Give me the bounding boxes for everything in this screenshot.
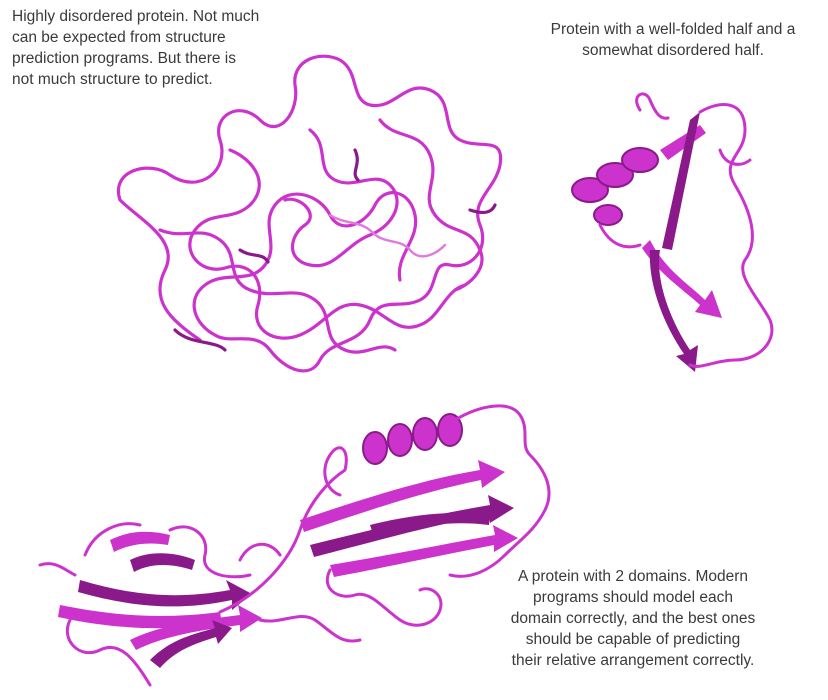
helix-turn — [412, 417, 438, 451]
beta-strand-arrow — [370, 513, 490, 537]
caption-line: can be expected from structure — [12, 29, 226, 46]
caption-line: their relative arrangement correctly. — [511, 652, 755, 669]
coil-strand — [173, 148, 497, 352]
beta-strand-arrow — [662, 112, 700, 250]
coil-strand — [38, 562, 152, 687]
helix-turn — [362, 431, 388, 465]
caption-line: somewhat disordered half. — [582, 42, 764, 59]
caption-disordered-protein: Highly disordered protein. Not much can … — [12, 6, 259, 90]
disordered-coil-dark — [173, 148, 497, 352]
coil-strand — [283, 128, 399, 268]
helix-turn — [593, 204, 623, 226]
caption-line: should be capable of predicting — [525, 631, 741, 648]
caption-line: Protein with a well-folded half and a — [550, 21, 796, 38]
alpha-helix — [571, 147, 659, 226]
caption-line: A protein with 2 domains. Modern — [517, 568, 749, 585]
coil-strand — [448, 404, 551, 578]
coil-strand — [188, 148, 467, 340]
helix-turn — [387, 423, 413, 457]
coil-strand — [258, 614, 362, 643]
caption-line: Highly disordered protein. Not much — [12, 8, 260, 25]
coil-strand — [83, 522, 252, 579]
beta-sheet — [642, 112, 722, 372]
coil-strand — [218, 446, 348, 614]
coil-strand — [635, 92, 670, 120]
caption-line: not much structure to predict. — [12, 71, 213, 88]
left-domain-sheet — [58, 531, 262, 668]
coil-strand — [688, 103, 774, 368]
coil-strand — [718, 148, 752, 166]
beta-strand-arrow — [150, 620, 232, 668]
beta-strand-arrow — [130, 605, 262, 650]
beta-strand-arrow — [642, 240, 722, 318]
helix-turn — [437, 413, 463, 447]
beta-strand-arrow — [78, 580, 252, 610]
right-domain-helix — [362, 413, 463, 465]
coil-strand — [378, 118, 484, 292]
caption-line: programs should model each — [533, 589, 733, 606]
helix-turn — [571, 177, 609, 203]
disordered-coil — [116, 54, 503, 373]
beta-strand-arrow — [300, 460, 505, 532]
coil-strand — [598, 223, 642, 249]
caption-line: prediction programs. But there is — [12, 50, 236, 67]
disordered-coil-light — [328, 213, 447, 258]
coil-strand — [326, 568, 443, 627]
coil-strand — [158, 228, 397, 354]
beta-strand-arrow — [130, 553, 195, 572]
beta-strand-arrow — [58, 605, 222, 629]
helix-turn — [621, 147, 659, 173]
right-domain-sheet — [300, 460, 518, 577]
half-folded-coil — [598, 92, 774, 368]
caption-two-domain-protein: A protein with 2 domains. Modern program… — [468, 566, 798, 671]
two-domain-coil — [38, 404, 551, 687]
beta-strand-arrow — [110, 531, 170, 552]
coil-strand — [328, 213, 447, 258]
beta-strand-arrow — [649, 250, 698, 372]
coil-strand — [192, 191, 452, 373]
caption-line: domain correctly, and the best ones — [510, 610, 756, 627]
helix-turn — [596, 162, 634, 188]
coil-strand — [238, 542, 282, 562]
caption-half-folded-protein: Protein with a well-folded half and a so… — [528, 19, 818, 61]
coil-strand — [116, 54, 503, 342]
beta-strand-arrow — [330, 525, 518, 577]
